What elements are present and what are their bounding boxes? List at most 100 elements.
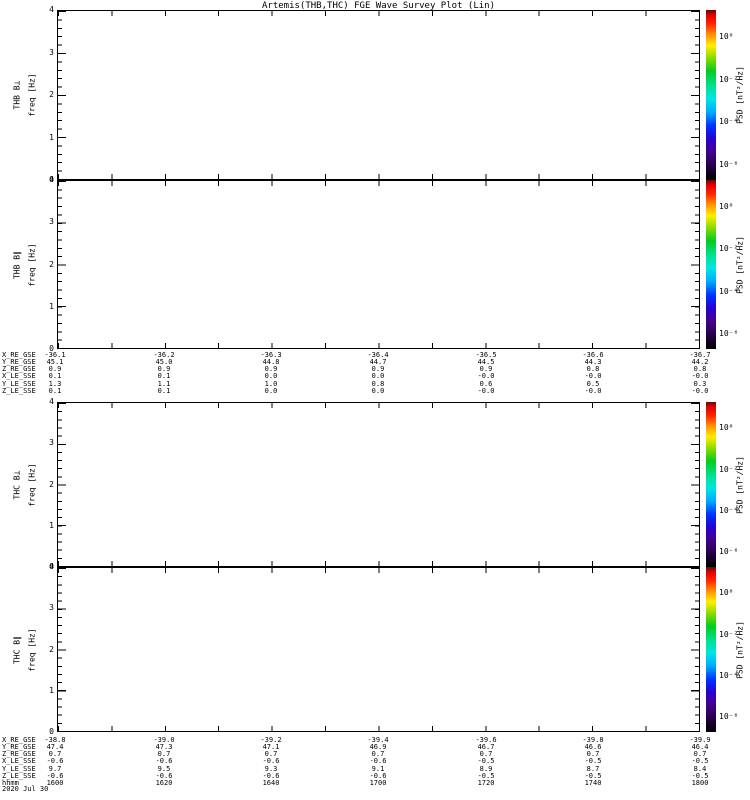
ephemeris-value: -39.0 <box>153 736 175 744</box>
y-tick-label: 1 <box>49 301 54 311</box>
ephemeris-value: 0.7 <box>264 750 278 759</box>
ephemeris-value: 0.1 <box>48 372 62 381</box>
ephemeris-value: 1800 <box>691 779 709 787</box>
y-tick-label: 2 <box>49 259 54 269</box>
panel-name-label: THC B⊥ <box>12 470 22 499</box>
ephemeris-value: -0.5 <box>584 757 602 766</box>
colorbar-tick-label: 10⁰ <box>719 202 734 212</box>
ephemeris-row-label: Z_LE_SSE <box>2 386 36 395</box>
ephemeris-row: Z_LE_SSE 0.1 0.1 0.0 0.0 -0.0 -0.0 -0.0 <box>0 386 750 395</box>
ephemeris-value: -0.0 <box>584 372 602 381</box>
ephemeris-value: 9.1 <box>371 764 385 773</box>
ephemeris-row-label: hhmm <box>2 779 19 787</box>
ephemeris-value: 0.3 <box>693 379 707 388</box>
ephemeris-value: -0.0 <box>477 372 495 381</box>
colorbar <box>706 180 716 349</box>
ephemeris-value: 1.1 <box>157 379 171 388</box>
y-tick-label: 0 <box>49 175 54 184</box>
ephemeris-value: 9.7 <box>48 764 62 773</box>
y-tick-label: 3 <box>49 217 54 227</box>
ephemeris-value: 0.9 <box>157 365 171 374</box>
ephemeris-value: 0.0 <box>264 372 278 381</box>
ephemeris-value: -39.8 <box>582 736 604 744</box>
ephemeris-row: X_LE_SSE 0.1 0.1 0.0 0.0 -0.0 -0.0 -0.0 <box>0 373 750 380</box>
ephemeris-value: 0.1 <box>157 386 171 395</box>
freq-axis-label: freq [Hz] <box>27 462 37 507</box>
ephemeris-value: 1620 <box>155 779 173 787</box>
ephemeris-value: -36.1 <box>44 351 66 359</box>
freq-axis-label: freq [Hz] <box>27 73 37 117</box>
y-tick-labels: 4 3 2 1 0 <box>41 176 55 353</box>
y-tick-label: 1 <box>49 520 54 530</box>
ephemeris-value: 0.7 <box>479 750 493 759</box>
ephemeris-value: 46.9 <box>369 743 387 752</box>
ephemeris-row: Y_RE_GSE 47.4 47.3 47.1 46.9 46.7 46.6 46.4 <box>0 744 750 751</box>
ephemeris-value: -0.5 <box>691 771 709 780</box>
spectrogram-area <box>57 180 700 349</box>
ephemeris-value: -0.6 <box>155 771 173 780</box>
y-tick-labels: 4 3 2 1 0 <box>41 563 55 736</box>
ephemeris-value: 0.9 <box>264 365 278 374</box>
ephemeris-value: 0.6 <box>479 379 493 388</box>
ephemeris-row: X_RE_GSE -38.8 -39.0 -39.2 -39.4 -39.6 -39.8 -3… <box>0 737 750 744</box>
ephemeris-value: -0.0 <box>584 386 602 395</box>
y-tick-label: 4 <box>49 5 54 14</box>
ephemeris-value: 0.1 <box>48 386 62 395</box>
ephemeris-row-label: Z_RE_GSE <box>2 365 36 374</box>
ephemeris-value: -36.5 <box>475 351 497 359</box>
colorbar-tick-label: 10⁻⁶ <box>719 547 739 557</box>
ephemeris-value: -39.2 <box>260 736 282 744</box>
ephemeris-value: -0.0 <box>691 386 709 395</box>
ephemeris-value: 46.6 <box>584 743 602 752</box>
ephemeris-value: 9.3 <box>264 764 278 773</box>
ephemeris-value: 1.3 <box>48 379 62 388</box>
colorbar-tick-label: 10⁻⁶ <box>719 712 739 722</box>
colorbar-tick-labels: 10⁰ 10⁻² 10⁻⁴ 10⁻⁶ <box>719 180 750 349</box>
ephemeris-value: -36.3 <box>260 351 282 359</box>
y-tick-label: 2 <box>49 90 54 99</box>
y-tick-label: 3 <box>49 47 54 57</box>
colorbar <box>706 402 716 567</box>
ephemeris-value: 44.5 <box>477 358 495 367</box>
ephemeris-value: 44.2 <box>691 358 709 367</box>
colorbar-tick-labels: 10⁰ 10⁻² 10⁻⁴ 10⁻⁶ <box>719 402 750 567</box>
ephemeris-value: 0.9 <box>479 365 493 374</box>
colorbar-tick-label: 10⁻⁴ <box>719 670 739 680</box>
y-tick-label: 3 <box>49 603 54 613</box>
ephemeris-value: 1740 <box>584 779 602 787</box>
ephemeris-row-label: X_LE_SSE <box>2 757 36 766</box>
ephemeris-value: 44.3 <box>584 358 602 367</box>
ephemeris-value: 46.7 <box>477 743 495 752</box>
y-tick-label: 0 <box>49 562 54 571</box>
ephemeris-row: Y_RE_GSE 45.1 45.0 44.8 44.7 44.5 44.3 44.2 <box>0 359 750 366</box>
colorbar-title: PSD [nT²/Hz] <box>735 235 745 294</box>
colorbar-title: PSD [nT²/Hz] <box>735 455 745 514</box>
freq-axis-label: freq [Hz] <box>27 242 37 287</box>
ephemeris-row-label: Y_LE_SSE <box>2 764 36 773</box>
colorbar-tick-label: 10⁻² <box>719 74 739 84</box>
ephemeris-value: 44.7 <box>369 358 387 367</box>
ephemeris-row-label: X_LE_SSE <box>2 372 36 381</box>
ephemeris-row-label: Z_RE_GSE <box>2 750 36 759</box>
colorbar-tick-labels: 10⁰ 10⁻² 10⁻⁴ 10⁻⁶ <box>719 567 750 732</box>
ephemeris-row-label: Z_LE_SSE <box>2 771 36 780</box>
colorbar-tick-label: 10⁻⁴ <box>719 117 739 127</box>
ephemeris-value: -0.0 <box>691 372 709 381</box>
panel-thc-bpar: THC B∥ freq [Hz] 4 3 2 1 0 10⁰ 10⁻² 10⁻⁴ 10⁻⁶ P… <box>13 563 745 736</box>
ephemeris-value: 0.8 <box>371 379 385 388</box>
ephemeris-value: -36.7 <box>689 351 711 359</box>
ephemeris-value: 47.3 <box>155 743 173 752</box>
ephemeris-value: -39.6 <box>475 736 497 744</box>
ephemeris-value: 0.7 <box>371 750 385 759</box>
ephemeris-value: 0.5 <box>586 379 600 388</box>
ephemeris-value: 0.7 <box>693 750 707 759</box>
ephemeris-value: 0.7 <box>48 750 62 759</box>
panel-thc-bperp: THC B⊥ freq [Hz] 4 3 2 1 0 10⁰ 10⁻² 10⁻⁴ 10⁻⁶ P… <box>13 398 745 571</box>
ephemeris-value: -0.6 <box>262 757 280 766</box>
ephemeris-value: -0.6 <box>46 757 64 766</box>
y-tick-label: 4 <box>49 175 54 184</box>
ephemeris-value: 46.4 <box>691 743 709 752</box>
colorbar-tick-label: 10⁰ <box>719 423 734 433</box>
freq-axis-label: freq [Hz] <box>27 627 37 672</box>
ephemeris-row-label: X_RE_GSE <box>2 351 36 359</box>
